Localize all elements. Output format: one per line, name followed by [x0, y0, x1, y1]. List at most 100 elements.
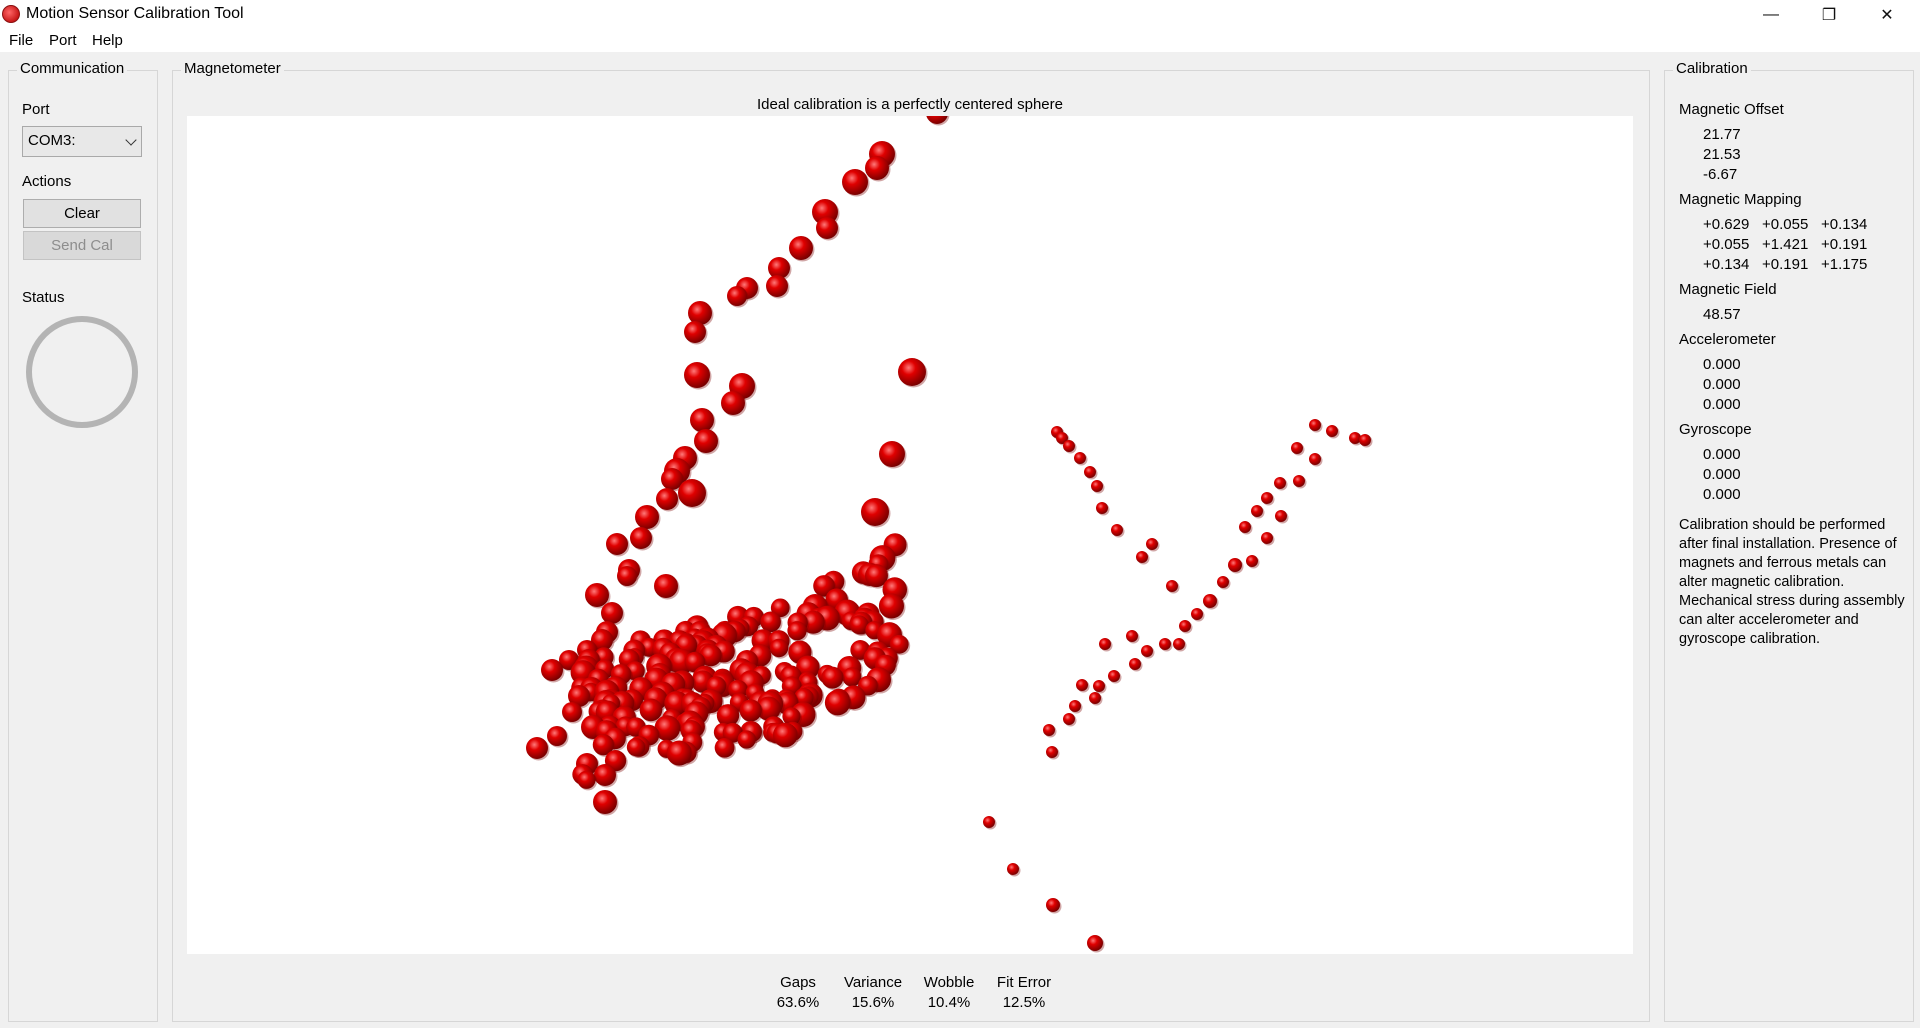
data-point [656, 488, 678, 510]
window-title: Motion Sensor Calibration Tool [26, 5, 244, 22]
actions-label: Actions [22, 173, 72, 190]
data-point [1111, 524, 1123, 536]
data-point [1046, 746, 1058, 758]
data-point [1043, 724, 1055, 736]
data-point [635, 505, 659, 529]
magnetometer-plot[interactable] [187, 116, 1633, 954]
magnetic-mapping-label: Magnetic Mapping [1679, 191, 1802, 208]
accel-x: 0.000 [1703, 356, 1741, 373]
port-label: Port [22, 101, 50, 118]
data-point [926, 116, 948, 124]
data-point [606, 533, 628, 555]
data-point [541, 659, 563, 681]
gyro-z: 0.000 [1703, 486, 1741, 503]
data-point [768, 257, 790, 279]
data-point [1166, 580, 1178, 592]
data-point [684, 321, 706, 343]
clear-button[interactable]: Clear [23, 199, 141, 228]
data-point [699, 644, 722, 667]
gaps-label: Gaps [780, 974, 816, 991]
data-point [842, 667, 862, 687]
data-point [1261, 492, 1273, 504]
data-point [1309, 419, 1321, 431]
mapping-cell: +0.191 [1762, 256, 1809, 273]
data-point [770, 598, 790, 618]
data-point [654, 715, 681, 741]
calibration-panel: Calibration [1664, 60, 1914, 1022]
mapping-cell: +1.175 [1821, 256, 1868, 273]
data-point [1084, 466, 1096, 478]
mapping-cell: +0.134 [1703, 256, 1750, 273]
send-cal-button[interactable]: Send Cal [23, 231, 141, 260]
data-point [1274, 477, 1286, 489]
gaps-value: 63.6% [776, 994, 820, 1011]
restore-icon[interactable]: ❐ [1821, 7, 1837, 24]
data-point [739, 699, 762, 722]
data-point [1275, 510, 1287, 522]
menu-bar: File Port Help [0, 30, 1920, 52]
data-point [562, 702, 582, 722]
data-point [1146, 538, 1158, 550]
mapping-cell: +0.055 [1703, 236, 1750, 253]
data-point [861, 498, 889, 526]
data-point [568, 685, 590, 707]
app-icon [2, 5, 20, 23]
title-bar: Motion Sensor Calibration Tool — ❐ ✕ [0, 0, 1920, 30]
data-point [1251, 505, 1263, 517]
minimize-icon[interactable]: — [1763, 6, 1779, 23]
data-point [688, 301, 712, 325]
data-point [1291, 442, 1303, 454]
offset-z: -6.67 [1703, 166, 1738, 183]
mapping-cell: +1.421 [1762, 236, 1809, 253]
data-point [889, 634, 909, 654]
close-icon[interactable]: ✕ [1880, 7, 1894, 24]
data-point [842, 169, 868, 195]
mapping-cell: +0.134 [1821, 216, 1868, 233]
data-point [756, 696, 781, 721]
plot-title: Ideal calibration is a perfectly centere… [756, 96, 1063, 113]
data-point [1293, 475, 1305, 487]
variance-value: 15.6% [851, 994, 895, 1011]
data-point [585, 583, 609, 607]
data-point [878, 593, 905, 619]
data-point [865, 156, 889, 180]
data-point [787, 621, 807, 641]
menu-help[interactable]: Help [92, 32, 123, 49]
data-point [1173, 638, 1185, 650]
data-point [737, 730, 756, 749]
data-point [789, 236, 813, 260]
data-point [721, 391, 745, 415]
data-point [821, 666, 844, 689]
fit-error-label: Fit Error [996, 974, 1052, 991]
point-cloud [526, 116, 1373, 953]
data-point [801, 610, 825, 634]
data-point [849, 615, 869, 635]
menu-port[interactable]: Port [49, 32, 77, 49]
data-point [816, 217, 838, 239]
data-point [1074, 452, 1086, 464]
data-point [1007, 863, 1019, 875]
variance-label: Variance [843, 974, 903, 991]
data-point [760, 611, 781, 633]
data-point [593, 790, 617, 814]
offset-y: 21.53 [1703, 146, 1741, 163]
menu-file[interactable]: File [9, 32, 34, 49]
magnetic-field-label: Magnetic Field [1679, 281, 1777, 298]
variance-stat: Variance 15.6% [840, 973, 906, 1013]
gyroscope-label: Gyroscope [1679, 421, 1752, 438]
wobble-label: Wobble [923, 974, 975, 991]
data-point [577, 770, 596, 789]
port-select[interactable]: COM3: [22, 126, 142, 157]
data-point [1076, 679, 1088, 691]
data-point [772, 722, 798, 748]
data-point [714, 737, 735, 758]
data-point [1096, 502, 1108, 514]
magnetic-field-value: 48.57 [1703, 306, 1741, 323]
data-point [1141, 645, 1153, 657]
data-point [1063, 713, 1075, 725]
calibration-note: Calibration should be performed after fi… [1679, 517, 1905, 647]
data-point [639, 698, 663, 722]
data-point [824, 689, 851, 716]
mapping-cell: +0.629 [1703, 216, 1750, 233]
data-point [1099, 638, 1111, 650]
